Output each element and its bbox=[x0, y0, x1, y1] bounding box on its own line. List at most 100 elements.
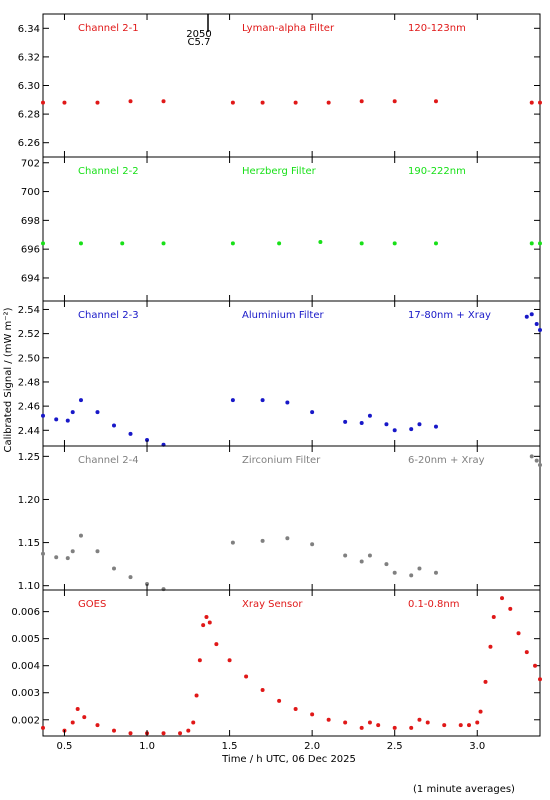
data-point bbox=[538, 328, 542, 332]
y-tick-label: 6.32 bbox=[18, 52, 40, 63]
data-point bbox=[78, 398, 83, 403]
data-point bbox=[161, 99, 166, 104]
panel-frame bbox=[42, 300, 541, 447]
data-point bbox=[277, 241, 282, 246]
data-point bbox=[326, 100, 331, 105]
data-point bbox=[359, 241, 364, 246]
data-point bbox=[244, 674, 249, 679]
data-point bbox=[538, 241, 542, 246]
data-point bbox=[433, 241, 438, 246]
data-point bbox=[367, 413, 372, 418]
y-tick-label: 2.46 bbox=[18, 402, 40, 413]
x-tick-label: 2.0 bbox=[304, 741, 320, 752]
data-point bbox=[318, 239, 323, 244]
data-point bbox=[516, 631, 521, 636]
data-point bbox=[95, 723, 100, 728]
y-tick-label: 0.005 bbox=[11, 634, 40, 645]
y-tick-label: 702 bbox=[21, 158, 40, 169]
data-point bbox=[409, 427, 414, 432]
x-tick-label: 0.5 bbox=[57, 741, 73, 752]
data-point bbox=[230, 100, 235, 105]
x-tick-label: 1.5 bbox=[222, 741, 238, 752]
panel-label-channel: GOES bbox=[78, 599, 106, 610]
data-point bbox=[112, 728, 116, 733]
data-point bbox=[70, 720, 75, 725]
data-point bbox=[392, 99, 397, 104]
data-point bbox=[433, 99, 438, 104]
y-tick-label: 0.006 bbox=[11, 607, 40, 618]
data-point bbox=[82, 715, 87, 720]
data-point bbox=[500, 596, 505, 601]
data-point bbox=[41, 100, 45, 105]
panels: 6.26 6.28 6.30 6.32 6.34 Channel 2-1 Lyman-alp… bbox=[11, 13, 542, 737]
y-axis-label: Calibrated Signal / (mW m⁻²) bbox=[3, 307, 14, 452]
data-point bbox=[128, 431, 133, 436]
panel-2: 694 696 698 700 702 Channel 2-2 Herzberg Filte… bbox=[21, 156, 542, 302]
y-tick-label: 698 bbox=[21, 216, 40, 227]
data-point bbox=[538, 462, 542, 467]
data-point bbox=[417, 717, 422, 722]
y-tick-label: 0.003 bbox=[11, 688, 40, 699]
data-point bbox=[230, 241, 235, 246]
data-point bbox=[78, 533, 83, 538]
data-point bbox=[458, 723, 463, 728]
x-tick-label: 1.0 bbox=[139, 741, 155, 752]
data-point bbox=[310, 712, 315, 717]
data-point bbox=[161, 731, 166, 736]
y-tick-label: 700 bbox=[21, 187, 40, 198]
y-tick-label: 1.10 bbox=[18, 581, 40, 592]
data-point bbox=[367, 553, 372, 558]
data-point bbox=[120, 241, 125, 246]
data-point bbox=[384, 562, 389, 567]
data-point bbox=[529, 454, 534, 459]
y-tick-label: 1.15 bbox=[18, 538, 40, 549]
data-point bbox=[186, 728, 191, 733]
x-tick-label: 3.0 bbox=[469, 741, 485, 752]
data-point bbox=[230, 398, 235, 403]
panel-label-filter: Zirconium Filter bbox=[242, 455, 321, 466]
data-point bbox=[178, 731, 183, 736]
panel-label-band: 120-123nm bbox=[408, 23, 466, 34]
y-tick-label: 696 bbox=[21, 245, 40, 256]
data-point bbox=[194, 693, 199, 698]
data-point bbox=[230, 540, 235, 545]
data-point bbox=[384, 422, 389, 427]
data-point bbox=[207, 620, 212, 625]
data-point bbox=[442, 723, 447, 728]
panel-3: 2.44 2.46 2.48 2.50 2.52 2.54 Channel 2-3 Alumi… bbox=[18, 300, 542, 447]
data-point bbox=[128, 99, 133, 104]
data-point bbox=[359, 725, 364, 730]
data-point bbox=[538, 677, 542, 682]
y-tick-label: 1.20 bbox=[18, 495, 40, 506]
y-tick-label: 1.25 bbox=[18, 452, 40, 463]
data-point bbox=[128, 575, 133, 580]
x-axis-label: Time / h UTC, 06 Dec 2025 bbox=[221, 754, 356, 765]
data-point bbox=[392, 428, 397, 433]
panel-label-channel: Channel 2-1 bbox=[78, 23, 139, 34]
panel-frame bbox=[42, 156, 541, 302]
y-tick-label: 2.48 bbox=[18, 377, 40, 388]
data-point bbox=[367, 720, 372, 725]
data-point bbox=[201, 623, 206, 628]
data-point bbox=[534, 321, 539, 326]
y-tick-label: 2.44 bbox=[18, 426, 40, 437]
data-point bbox=[227, 658, 232, 663]
y-tick-label: 6.26 bbox=[18, 138, 40, 149]
data-point bbox=[260, 398, 265, 403]
panel-label-filter: Xray Sensor bbox=[242, 599, 303, 610]
data-point bbox=[433, 424, 438, 429]
data-point bbox=[392, 241, 397, 246]
panel-label-band: 17-80nm + Xray bbox=[408, 310, 491, 321]
data-point bbox=[161, 241, 166, 246]
data-point bbox=[538, 100, 542, 105]
data-point bbox=[343, 419, 348, 424]
data-point bbox=[534, 458, 539, 463]
data-point bbox=[359, 99, 364, 104]
panel-label-channel: Channel 2-4 bbox=[78, 455, 139, 466]
y-tick-label: 0.004 bbox=[11, 661, 40, 672]
data-point bbox=[285, 400, 290, 405]
panel-1: 6.26 6.28 6.30 6.32 6.34 Channel 2-1 Lyman-alp… bbox=[18, 13, 542, 158]
data-point bbox=[478, 709, 483, 714]
panel-frame bbox=[42, 445, 541, 591]
